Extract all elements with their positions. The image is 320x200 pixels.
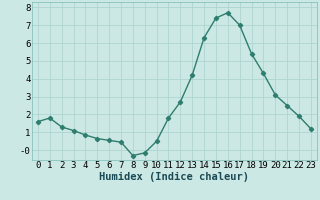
- X-axis label: Humidex (Indice chaleur): Humidex (Indice chaleur): [100, 172, 249, 182]
